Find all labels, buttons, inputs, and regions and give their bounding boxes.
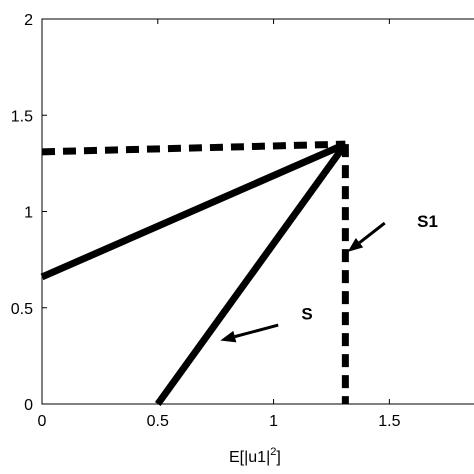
annotation-arrow-head xyxy=(220,330,237,343)
plot-area xyxy=(41,18,474,405)
annotation-label-s1: S1 xyxy=(417,212,438,231)
x-axis-label-main: E[|u1| xyxy=(229,449,270,466)
annotation-arrow-head xyxy=(347,237,364,252)
annotation-label-s: S xyxy=(301,305,312,324)
x-tick-label: 0 xyxy=(38,413,47,430)
y-tick-label: 0 xyxy=(24,397,33,414)
plot-frame xyxy=(41,18,474,405)
x-tick-label: 1.5 xyxy=(378,413,400,430)
x-axis-label: E[|u1|2] xyxy=(229,446,281,466)
y-tick-label: 1.5 xyxy=(11,108,33,125)
x-axis-label-suffix: ] xyxy=(276,449,280,466)
y-tick-label: 0.5 xyxy=(11,301,33,318)
x-tick-label: 0.5 xyxy=(147,413,169,430)
series-line-2 xyxy=(154,142,349,407)
series-group xyxy=(40,140,349,407)
y-tick-label: 1 xyxy=(24,205,33,222)
annotations-group: S S1 xyxy=(220,212,438,343)
series-line-3 xyxy=(41,140,346,156)
annotation-arrow-shaft xyxy=(358,221,386,244)
y-tick-label: 2 xyxy=(24,12,33,29)
axis-ticks: 0 0.5 1 1.5 0 0.5 1 1.5 2 xyxy=(11,12,401,430)
annotation-arrow-shaft xyxy=(234,323,279,339)
x-axis-label-sup: 2 xyxy=(270,446,276,458)
x-tick-label: 1 xyxy=(269,413,278,430)
series-line-1 xyxy=(40,140,347,281)
